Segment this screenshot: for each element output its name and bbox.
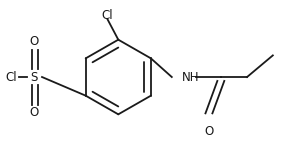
Text: Cl: Cl (6, 71, 17, 84)
Text: Cl: Cl (102, 9, 113, 22)
Text: S: S (30, 71, 38, 84)
Text: O: O (29, 106, 39, 120)
Text: NH: NH (182, 71, 199, 84)
Text: O: O (205, 125, 214, 138)
Text: O: O (29, 35, 39, 48)
